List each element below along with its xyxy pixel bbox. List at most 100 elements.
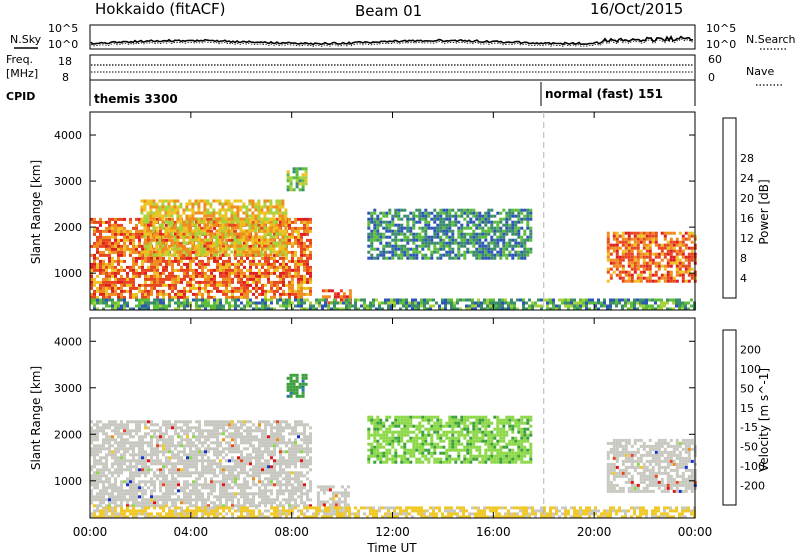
scatter-cell	[376, 217, 380, 221]
scatter-cell	[218, 244, 222, 248]
scatter-cell	[147, 426, 150, 430]
scatter-cell	[666, 249, 670, 253]
scatter-cell	[409, 217, 413, 221]
scatter-cell	[153, 283, 156, 287]
scatter-cell	[615, 301, 618, 305]
scatter-cell	[213, 307, 216, 311]
scatter-cell	[258, 423, 261, 427]
scatter-cell	[246, 471, 249, 475]
scatter-cell	[206, 250, 210, 254]
scatter-cell	[477, 298, 480, 302]
scatter-cell	[170, 232, 174, 236]
scatter-cell	[111, 217, 114, 221]
scatter-cell	[424, 253, 428, 257]
scatter-cell	[267, 274, 270, 278]
scatter-cell	[162, 289, 165, 293]
scatter-cell	[252, 465, 255, 469]
scatter-cell	[242, 247, 246, 251]
scatter-cell	[186, 429, 189, 433]
scatter-cell	[231, 423, 234, 427]
scatter-cell	[300, 301, 303, 305]
scatter-cell	[173, 241, 177, 245]
scatter-cell	[138, 307, 141, 311]
scatter-cell	[167, 214, 171, 218]
scatter-cell	[618, 301, 621, 305]
scatter-cell	[627, 270, 631, 274]
scatter-cell	[221, 208, 225, 212]
scatter-cell	[147, 304, 150, 308]
scatter-cell	[126, 238, 129, 242]
scatter-cell	[258, 447, 261, 451]
scatter-cell	[406, 256, 410, 260]
scatter-cell	[240, 289, 243, 293]
scatter-cell	[129, 471, 132, 475]
scatter-cell	[195, 292, 198, 296]
freq-unit-label: [MHz]	[6, 67, 38, 80]
scatter-cell	[243, 241, 246, 245]
scatter-cell	[108, 468, 111, 472]
scatter-cell	[195, 426, 198, 430]
scatter-cell	[309, 432, 312, 436]
scatter-cell	[93, 259, 96, 263]
scatter-cell	[433, 214, 437, 218]
scatter-cell	[201, 271, 204, 275]
scatter-cell	[204, 477, 207, 481]
scatter-cell	[198, 429, 201, 433]
scatter-cell	[297, 289, 300, 293]
scatter-cell	[397, 247, 401, 251]
scatter-cell	[179, 232, 183, 236]
scatter-cell	[642, 261, 646, 265]
scatter-cell	[219, 247, 222, 251]
scatter-cell	[108, 441, 111, 445]
scatter-cell	[423, 307, 426, 311]
scatter-cell	[273, 438, 276, 442]
noise-rtick-bottom: 10^0	[706, 38, 736, 51]
scatter-cell	[176, 220, 180, 224]
scatter-cell	[681, 243, 685, 247]
scatter-cell	[239, 199, 243, 203]
scatter-cell	[150, 447, 153, 451]
scatter-cell	[105, 423, 108, 427]
scatter-cell	[487, 217, 491, 221]
scatter-cell	[288, 474, 291, 478]
scatter-cell	[261, 441, 264, 445]
scatter-cell	[170, 229, 174, 233]
scatter-cell	[301, 179, 305, 183]
scatter-cell	[408, 301, 411, 305]
scatter-cell	[207, 283, 210, 287]
scatter-cell	[276, 286, 279, 290]
scatter-cell	[219, 298, 222, 302]
scatter-cell	[158, 205, 162, 209]
scatter-cell	[666, 243, 670, 247]
scatter-cell	[276, 423, 279, 427]
scatter-cell	[484, 250, 488, 254]
scatter-cell	[165, 447, 168, 451]
scatter-cell	[291, 307, 294, 311]
scatter-cell	[300, 444, 303, 448]
power-cells	[90, 167, 697, 311]
scatter-cell	[96, 480, 99, 484]
scatter-cell	[451, 214, 455, 218]
scatter-cell	[282, 435, 285, 439]
scatter-cell	[167, 250, 171, 254]
scatter-cell	[627, 234, 631, 238]
scatter-cell	[192, 426, 195, 430]
scatter-cell	[564, 301, 567, 305]
scatter-cell	[373, 208, 377, 212]
scatter-cell	[675, 237, 679, 241]
scatter-cell	[418, 238, 422, 242]
scatter-cell	[257, 250, 261, 254]
scatter-cell	[249, 441, 252, 445]
scatter-cell	[618, 258, 622, 262]
scatter-cell	[215, 220, 219, 224]
scatter-cell	[93, 262, 96, 266]
scatter-cell	[523, 238, 527, 242]
scatter-cell	[403, 250, 407, 254]
scatter-cell	[478, 241, 482, 245]
scatter-cell	[306, 441, 309, 445]
scatter-cell	[197, 244, 201, 248]
scatter-cell	[487, 247, 491, 251]
scatter-cell	[201, 301, 204, 305]
scatter-cell	[251, 205, 255, 209]
scatter-cell	[186, 280, 189, 284]
